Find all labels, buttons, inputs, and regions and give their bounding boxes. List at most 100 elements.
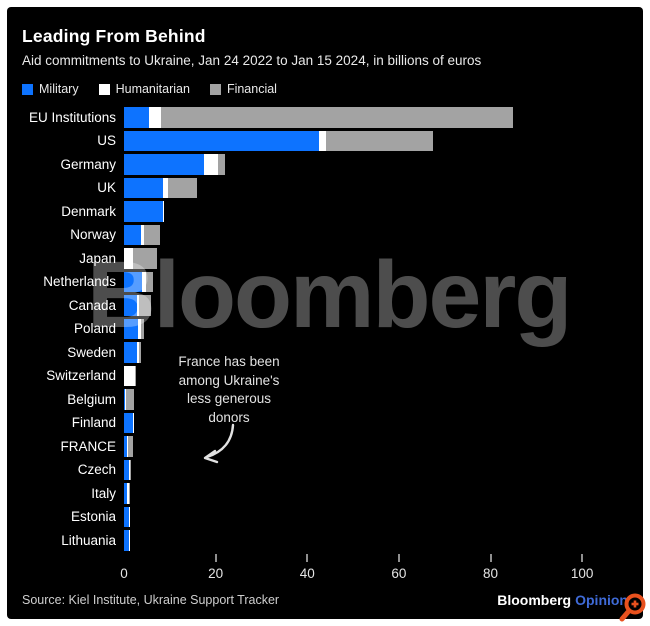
bar-segment-financial — [133, 248, 158, 269]
row-label: Canada — [68, 297, 116, 313]
bar-segment-financial — [167, 177, 198, 198]
axis-spacer — [22, 554, 124, 584]
bar-chart: EU Institutions US Germany UK Denmark Norway J… — [22, 107, 628, 584]
source-credit: Source: Kiel Institute, Ukraine Support … — [22, 593, 280, 607]
row-label: Belgium — [67, 391, 116, 407]
tick-mark — [214, 553, 217, 562]
annotation-arrow-icon — [203, 423, 235, 464]
chart-row: Lithuania — [22, 530, 628, 551]
bar-segment-financial — [144, 224, 160, 245]
bar-segment-military — [124, 436, 127, 457]
bar-segment-military — [124, 506, 129, 527]
bar-segment-military — [124, 271, 143, 292]
tick-mark — [397, 553, 400, 562]
chart-row: UK — [22, 177, 628, 198]
row-label: Lithuania — [61, 532, 116, 548]
bar-track — [124, 412, 628, 433]
row-label: Switzerland — [46, 368, 116, 384]
tick-label: 80 — [483, 565, 499, 581]
row-label: Norway — [70, 227, 116, 243]
legend-item-financial: Financial — [209, 82, 277, 96]
row-label: Estonia — [70, 509, 116, 525]
bar-segment-humanitarian — [128, 506, 130, 527]
tick-label: 40 — [299, 565, 315, 581]
chart-row: Japan — [22, 248, 628, 269]
chart-title: Leading From Behind — [22, 26, 206, 46]
tick-mark — [581, 553, 584, 562]
tick-mark — [489, 553, 492, 562]
legend-swatch-military — [22, 83, 33, 95]
bar-track — [124, 318, 628, 339]
bar-segment-humanitarian — [162, 177, 168, 198]
chart-rows: EU Institutions US Germany UK Denmark Norway J… — [22, 107, 628, 551]
bar-track — [124, 459, 628, 480]
legend: Military Humanitarian Financial — [22, 82, 628, 96]
zoom-magnifier-icon[interactable] — [617, 591, 649, 623]
annotation-text: France has been among Ukraine's less gen… — [178, 354, 280, 425]
bar-segment-humanitarian — [162, 201, 165, 222]
bar-segment-humanitarian — [126, 436, 129, 457]
chart-row: Denmark — [22, 201, 628, 222]
chart-row: Belgium — [22, 389, 628, 410]
row-label: Japan — [79, 250, 116, 266]
bar-track — [124, 154, 628, 175]
bar-segment-financial — [325, 130, 434, 151]
row-label: Germany — [60, 156, 116, 172]
bar-segment-humanitarian — [149, 107, 161, 128]
bar-segment-military — [124, 342, 137, 363]
chart-row: Switzerland — [22, 365, 628, 386]
legend-swatch-humanitarian — [98, 83, 110, 95]
bloomberg-opinion-logo: Bloomberg Opinion — [497, 592, 628, 608]
bar-segment-financial — [125, 389, 134, 410]
tick-label: 20 — [208, 565, 224, 581]
bar-track — [124, 130, 628, 151]
bar-segment-humanitarian — [127, 483, 129, 504]
chart-row: Netherlands — [22, 271, 628, 292]
bar-segment-financial — [128, 483, 131, 504]
tick-label: 100 — [570, 565, 594, 581]
bar-track — [124, 506, 628, 527]
tick-mark — [306, 553, 309, 562]
tick-label: 0 — [120, 565, 128, 581]
bar-segment-humanitarian — [124, 365, 135, 386]
axis-ticks: 0 20 40 60 80 100 — [120, 553, 628, 584]
bar-segment-humanitarian — [136, 342, 140, 363]
bar-track — [124, 342, 628, 363]
bar-segment-humanitarian — [204, 154, 218, 175]
chart-row: Canada — [22, 295, 628, 316]
chart-row: Poland — [22, 318, 628, 339]
chart-row: FRANCE — [22, 436, 628, 457]
bar-segment-military — [124, 224, 142, 245]
row-label: Italy — [91, 485, 116, 501]
bar-segment-military — [124, 130, 319, 151]
bar-segment-humanitarian — [137, 318, 142, 339]
bar-segment-military — [124, 459, 130, 480]
bar-track — [124, 177, 628, 198]
bar-track — [124, 295, 628, 316]
chart-canvas: Leading From Behind Aid commitments to U… — [7, 7, 643, 619]
bar-track — [124, 201, 628, 222]
bar-segment-financial — [139, 342, 141, 363]
row-label: Sweden — [67, 344, 116, 360]
bar-segment-humanitarian — [124, 248, 134, 269]
footer: Source: Kiel Institute, Ukraine Support … — [22, 592, 628, 608]
legend-swatch-financial — [209, 83, 221, 95]
bar-track — [124, 530, 628, 551]
bar-segment-military — [124, 154, 205, 175]
bar-segment-humanitarian — [318, 130, 326, 151]
bar-segment-military — [124, 412, 133, 433]
legend-item-humanitarian: Humanitarian — [98, 82, 190, 96]
row-label: EU Institutions — [28, 109, 116, 125]
bar-segment-military — [124, 530, 129, 551]
bar-segment-financial — [217, 154, 225, 175]
legend-label: Humanitarian — [115, 82, 190, 96]
bar-segment-financial — [141, 318, 144, 339]
bar-segment-financial — [145, 271, 153, 292]
row-label: Czech — [77, 462, 116, 478]
bar-track — [124, 436, 628, 457]
bar-segment-humanitarian — [142, 271, 146, 292]
row-label: US — [97, 133, 116, 149]
bar-segment-military — [124, 107, 150, 128]
tick-label: 60 — [391, 565, 407, 581]
